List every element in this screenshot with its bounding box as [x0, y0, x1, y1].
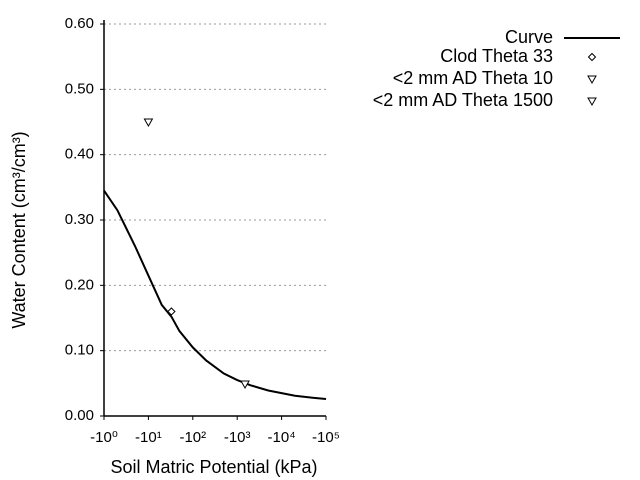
curve: [103, 190, 327, 401]
x-tick-label: -10⁰: [90, 429, 118, 446]
y-tick-label: 0.20: [65, 276, 94, 293]
y-axis-title: Water Content (cm³/cm³): [9, 131, 29, 328]
marker: [167, 307, 176, 316]
y-tick-label: 0.00: [65, 407, 94, 424]
legend-label: Clod Theta 33: [440, 46, 553, 66]
y-tick-label: 0.60: [65, 15, 94, 32]
y-tick-label: 0.40: [65, 146, 94, 163]
x-tick-label: -10²: [179, 429, 206, 446]
legend-marker: [587, 97, 597, 107]
legend-label: <2 mm AD Theta 10: [393, 68, 553, 88]
x-tick-label: -10⁵: [312, 429, 340, 446]
y-tick-label: 0.30: [65, 211, 94, 228]
marker: [143, 118, 154, 128]
legend-label: <2 mm AD Theta 1500: [373, 90, 553, 110]
marker: [240, 380, 250, 389]
y-tick-label: 0.50: [65, 80, 94, 97]
x-tick-label: -10¹: [135, 429, 162, 446]
legend-marker: [587, 75, 597, 85]
legend-marker: [587, 52, 597, 62]
x-tick-label: -10³: [224, 429, 251, 446]
legend-label: Curve: [505, 27, 553, 47]
y-tick-label: 0.10: [65, 342, 94, 359]
x-tick-label: -10⁴: [268, 429, 296, 446]
x-axis-title: Soil Matric Potential (kPa): [110, 457, 317, 477]
